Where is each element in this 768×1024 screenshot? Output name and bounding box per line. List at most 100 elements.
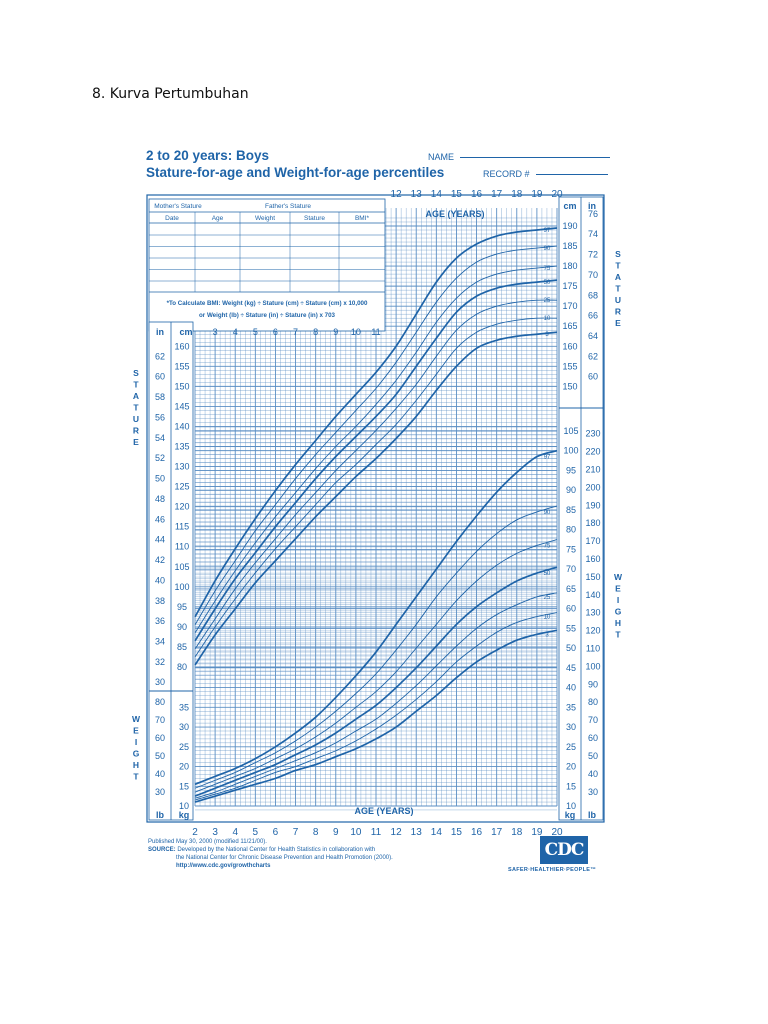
age-tick-bottom: 9 — [333, 827, 339, 838]
weight-percentile-label-p90: 90 — [544, 510, 551, 516]
age-tick-bottom: 2 — [192, 827, 198, 838]
weight-lb-tick-right: 170 — [585, 536, 600, 546]
stature-cm-tick-right: 165 — [562, 321, 577, 331]
stature-in-tick-left: 56 — [155, 412, 165, 422]
weight-kg-tick-left: 15 — [179, 781, 189, 791]
weight-label-right: I — [617, 595, 619, 605]
stature-label-right: U — [615, 295, 621, 305]
weight-kg-tick-right: 45 — [566, 663, 576, 673]
stature-label-left: S — [133, 368, 139, 378]
stature-cm-tick-left: 80 — [177, 662, 187, 672]
stature-cm-tick-right: 150 — [562, 381, 577, 391]
chart-title-line2: Stature-for-age and Weight-for-age perce… — [146, 165, 445, 180]
stature-in-tick-right: 74 — [588, 229, 598, 239]
age-tick-inner: 5 — [253, 327, 258, 337]
stature-in-tick-right: 76 — [588, 209, 598, 219]
age-tick-bottom: 18 — [511, 827, 523, 838]
weight-label-left: T — [133, 772, 139, 782]
age-tick-inner: 3 — [213, 327, 218, 337]
weight-lb-tick-right: 110 — [586, 644, 600, 654]
stature-cm-tick-right: 180 — [562, 261, 577, 271]
stature-in-tick-left: 46 — [155, 514, 165, 524]
stature-cm-tick-left: 145 — [174, 401, 189, 411]
weight-label-right: E — [615, 584, 621, 594]
record-table-header-age: Age — [212, 215, 224, 222]
stature-curve-p90 — [194, 245, 558, 626]
stature-cm-tick-right: 160 — [562, 341, 577, 351]
weight-label-left: H — [133, 760, 139, 770]
weight-percentile-label-p97: 97 — [544, 455, 551, 461]
weight-label-left: W — [132, 714, 141, 724]
stature-cm-tick-left: 160 — [174, 341, 189, 351]
weight-kg-tick-right: 40 — [566, 683, 576, 693]
weight-lb-tick-right: 190 — [585, 500, 600, 510]
weight-label-left: I — [135, 737, 137, 747]
age-tick-bottom: 14 — [431, 827, 443, 838]
weight-unit-kg-left: kg — [179, 810, 190, 820]
weight-label-right: H — [615, 618, 621, 628]
weight-lb-tick-right: 120 — [585, 626, 600, 636]
weight-unit-lb-right: lb — [588, 810, 597, 820]
stature-cm-tick-right: 185 — [562, 241, 577, 251]
weight-kg-tick-right: 75 — [566, 544, 576, 554]
age-tick-bottom: 10 — [350, 827, 362, 838]
stature-cm-tick-left: 155 — [174, 361, 189, 371]
stature-cm-tick-left: 135 — [174, 442, 189, 452]
age-tick-top: 14 — [431, 189, 443, 200]
stature-in-tick-left: 60 — [155, 372, 165, 382]
source-url[interactable]: http://www.cdc.gov/growthcharts — [176, 863, 271, 869]
stature-cm-tick-left: 95 — [177, 602, 187, 612]
stature-label-right: A — [615, 272, 621, 282]
age-tick-bottom: 6 — [273, 827, 279, 838]
mothers-stature-label: Mother's Stature — [154, 203, 202, 210]
stature-cm-tick-right: 155 — [562, 361, 577, 371]
weight-lb-tick-right: 100 — [585, 661, 600, 671]
weight-lb-tick-left: 50 — [155, 751, 165, 761]
stature-label-left: R — [133, 426, 139, 436]
age-tick-top: 17 — [491, 189, 503, 200]
weight-kg-tick-right: 95 — [566, 465, 576, 475]
stature-unit-inner: cm — [179, 327, 192, 337]
stature-in-tick-left: 54 — [155, 433, 165, 443]
stature-in-tick-right: 70 — [588, 270, 598, 280]
weight-kg-tick-right: 105 — [563, 426, 578, 436]
weight-kg-tick-right: 60 — [566, 604, 576, 614]
stature-in-tick-left: 58 — [155, 392, 165, 402]
stature-label-right: R — [615, 307, 621, 317]
stature-in-tick-left: 32 — [155, 657, 165, 667]
weight-kg-tick-right: 70 — [566, 564, 576, 574]
record-field[interactable] — [535, 174, 608, 175]
patient-fields: NAME RECORD # — [428, 149, 611, 183]
age-tick-bottom: 11 — [371, 827, 382, 838]
weight-label-left: E — [133, 726, 139, 736]
stature-in-tick-left: 30 — [155, 677, 165, 687]
source-line2: the National Center for Chronic Disease … — [176, 855, 393, 861]
stature-cm-tick-left: 125 — [174, 482, 189, 492]
stature-in-tick-left: 44 — [155, 535, 165, 545]
weight-kg-tick-right: 90 — [566, 485, 576, 495]
stature-in-tick-left: 38 — [155, 596, 165, 606]
stature-in-tick-right: 68 — [588, 290, 598, 300]
stature-percentile-label-p90: 90 — [544, 246, 551, 252]
age-tick-inner: 6 — [273, 327, 278, 337]
age-tick-top: 20 — [551, 189, 563, 200]
age-tick-top: 15 — [451, 189, 463, 200]
weight-kg-tick-right: 80 — [566, 525, 576, 535]
age-tick-bottom: 3 — [212, 827, 218, 838]
name-field[interactable] — [460, 157, 611, 158]
weight-unit-lb-left: lb — [156, 810, 165, 820]
weight-lb-tick-right: 150 — [585, 572, 600, 582]
age-tick-bottom: 12 — [391, 827, 403, 838]
age-tick-bottom: 5 — [253, 827, 259, 838]
weight-label-left: G — [133, 749, 140, 759]
weight-curve-p25 — [194, 592, 558, 799]
age-tick-bottom: 19 — [531, 827, 543, 838]
weight-lb-tick-left: 30 — [155, 787, 165, 797]
chart-title: 2 to 20 years: Boys Stature-for-age and … — [146, 147, 444, 181]
stature-label-left: U — [133, 414, 139, 424]
weight-label-right: G — [615, 607, 622, 617]
stature-cm-tick-left: 150 — [174, 381, 189, 391]
weight-kg-tick-left: 35 — [179, 702, 189, 712]
stature-cm-tick-left: 100 — [174, 582, 189, 592]
weight-lb-tick-right: 130 — [585, 608, 600, 618]
